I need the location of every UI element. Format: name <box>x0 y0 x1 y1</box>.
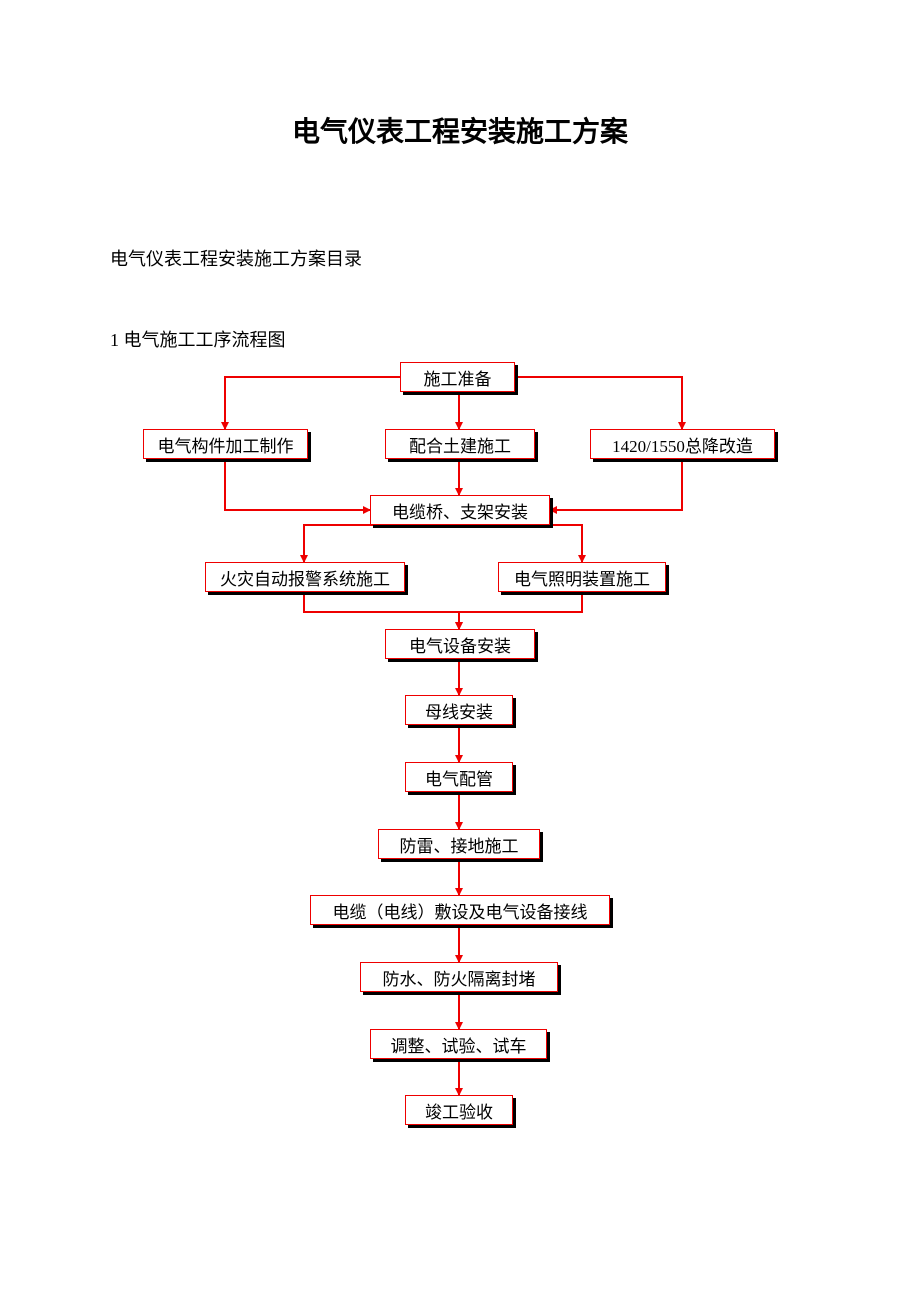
document-title: 电气仪表工程安装施工方案 <box>110 110 810 150</box>
document-subtitle: 电气仪表工程安装施工方案目录 <box>110 245 810 271</box>
section-heading: 1 电气施工工序流程图 <box>110 326 810 352</box>
flowchart-node: 电气照明装置施工 <box>498 562 666 592</box>
flowchart-node-label: 电缆桥、支架安装 <box>392 498 528 523</box>
flowchart-node: 电气构件加工制作 <box>143 429 308 459</box>
flowchart-node-label: 电缆（电线）敷设及电气设备接线 <box>333 898 588 923</box>
flowchart-node: 竣工验收 <box>405 1095 513 1125</box>
flowchart-node-label: 电气设备安装 <box>409 632 511 657</box>
flowchart-node: 防雷、接地施工 <box>378 829 540 859</box>
flowchart-edge <box>304 592 459 629</box>
flowchart-node: 防水、防火隔离封堵 <box>360 962 558 992</box>
flowchart-node: 配合土建施工 <box>385 429 535 459</box>
flowchart-node-label: 母线安装 <box>425 698 493 723</box>
flowchart-node-label: 调整、试验、试车 <box>391 1032 527 1057</box>
page: 电气仪表工程安装施工方案 电气仪表工程安装施工方案目录 1 电气施工工序流程图 … <box>0 0 920 1182</box>
flowchart-node: 火灾自动报警系统施工 <box>205 562 405 592</box>
flowchart-node-label: 竣工验收 <box>425 1098 493 1123</box>
flowchart-edge <box>304 525 410 562</box>
flowchart-node: 电缆（电线）敷设及电气设备接线 <box>310 895 610 925</box>
flowchart-node: 电气设备安装 <box>385 629 535 659</box>
flowchart-node-label: 防雷、接地施工 <box>400 832 519 857</box>
flowchart-container: 施工准备电气构件加工制作 配合土建施工 1420/1550总降改造电缆桥、支架安装火… <box>110 362 810 1182</box>
flowchart-node: 施工准备 <box>400 362 515 392</box>
flowchart-edge <box>459 592 582 629</box>
flowchart-node: 电缆桥、支架安装 <box>370 495 550 525</box>
flowchart-edge <box>510 525 582 562</box>
flowchart-node-label: 配合土建施工 <box>409 432 511 457</box>
flowchart-node: 1420/1550总降改造 <box>590 429 775 459</box>
flowchart-node: 调整、试验、试车 <box>370 1029 547 1059</box>
flowchart-edge <box>515 377 682 429</box>
flowchart-node-label: 1420/1550总降改造 <box>612 432 753 457</box>
flowchart-edge <box>225 459 370 510</box>
flowchart-edge <box>550 459 682 510</box>
flowchart-node-label: 施工准备 <box>424 365 492 390</box>
flowchart-node-label: 电气照明装置施工 <box>514 565 650 590</box>
flowchart-node-label: 火灾自动报警系统施工 <box>220 565 390 590</box>
flowchart-node: 电气配管 <box>405 762 513 792</box>
flowchart-node-label: 电气配管 <box>425 765 493 790</box>
flowchart-node-label: 防水、防火隔离封堵 <box>383 965 536 990</box>
flowchart-node-label: 电气构件加工制作 <box>158 432 294 457</box>
flowchart-node: 母线安装 <box>405 695 513 725</box>
flowchart-edge <box>225 377 400 429</box>
